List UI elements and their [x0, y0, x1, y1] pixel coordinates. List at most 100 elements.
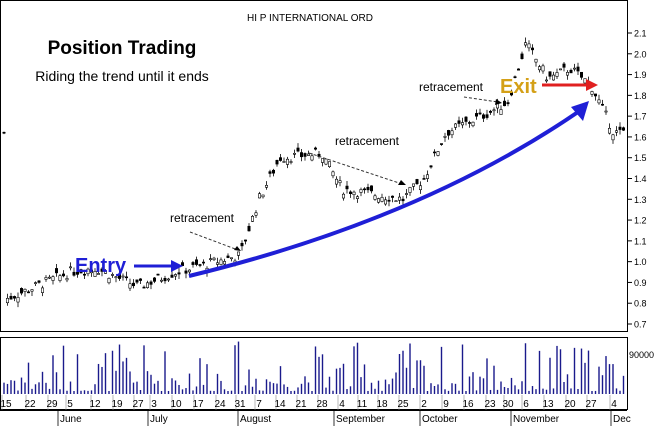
y-tick-label: 0.8: [634, 299, 647, 309]
retracement-annotation-3: retracement: [419, 80, 502, 105]
candle-body: [600, 103, 604, 106]
svg-text:retracement: retracement: [335, 134, 400, 148]
price-panel-frame: [0, 0, 628, 332]
candle-body: [54, 268, 58, 274]
candlestick-series: [2, 37, 625, 308]
candle-body: [90, 269, 94, 274]
candle-body: [83, 273, 87, 276]
candle-body: [523, 42, 527, 46]
candle-body: [548, 71, 552, 77]
chart-title: HI P INTERNATIONAL ORD: [247, 13, 373, 24]
candle-body: [289, 161, 293, 163]
candle-body: [212, 257, 216, 261]
month-label: October: [422, 414, 458, 425]
candle-body: [167, 278, 171, 281]
candle-body: [146, 282, 150, 288]
x-tick-label: 25: [397, 399, 409, 410]
candle-body: [621, 127, 625, 131]
candle-body: [244, 239, 248, 242]
candle-body: [251, 216, 255, 222]
candle-body: [576, 66, 580, 72]
candle-body: [37, 280, 41, 283]
candle-body: [69, 266, 73, 269]
candle-body: [572, 67, 576, 70]
candle-body: [26, 291, 30, 294]
x-tick-label: 20: [564, 399, 576, 410]
y-tick-label: 1.2: [634, 216, 647, 226]
candle-body: [565, 72, 569, 76]
candle-body: [296, 147, 300, 152]
candle-body: [464, 116, 468, 122]
candle-body: [341, 193, 345, 199]
trend-arrow: [188, 101, 589, 278]
candle-body: [555, 72, 559, 77]
candle-body: [13, 296, 17, 299]
candle-body: [310, 155, 314, 161]
candle-body: [604, 110, 608, 113]
candle-body: [443, 136, 447, 138]
candle-body: [460, 122, 464, 126]
candle-body: [453, 123, 457, 128]
candle-body: [65, 278, 69, 281]
candle-body: [527, 43, 531, 49]
y-tick-label: 0.9: [634, 278, 647, 288]
x-tick-label: 10: [170, 399, 182, 410]
x-tick-label: 23: [484, 399, 496, 410]
candle-body: [191, 262, 195, 265]
y-tick-label: 0.7: [634, 320, 647, 330]
candle-body: [268, 171, 272, 174]
x-tick-label: 2: [421, 399, 427, 410]
candle-body: [121, 275, 125, 278]
candle-body: [261, 194, 265, 198]
candle-body: [271, 169, 275, 174]
candle-body: [40, 287, 44, 293]
candle-body: [142, 286, 146, 289]
x-tick-label: 17: [192, 399, 204, 410]
candle-body: [51, 276, 55, 281]
exit-annotation: Exit: [500, 76, 598, 98]
candle-body: [132, 282, 136, 287]
candle-body: [334, 178, 338, 185]
month-label: June: [60, 414, 82, 425]
x-tick-label: 27: [585, 399, 597, 410]
candle-body: [195, 259, 199, 265]
candle-body: [597, 99, 601, 104]
candle-body: [439, 143, 443, 145]
candle-body: [58, 275, 62, 281]
candle-body: [125, 276, 129, 279]
candle-body: [156, 273, 160, 276]
heading: Position Trading: [48, 38, 197, 59]
y-tick-label: 2.0: [634, 49, 647, 59]
candle-body: [128, 283, 132, 289]
candle-body: [230, 257, 234, 260]
x-axis-ticks: 15 22 29 5 12 19 27 3 10 17 24 31 7 14 21 28 4 11 18 25 2 9 16…: [0, 395, 631, 426]
y-tick-label: 1.1: [634, 236, 647, 246]
candle-body: [418, 185, 422, 191]
candle-body: [446, 130, 450, 136]
candle-body: [467, 122, 471, 124]
candle-body: [292, 153, 296, 155]
candle-body: [9, 295, 13, 300]
subheading: Riding the trend until it ends: [35, 68, 209, 84]
candle-body: [387, 199, 391, 202]
candle-body: [299, 152, 303, 158]
candle-body: [355, 196, 359, 199]
candle-body: [558, 68, 562, 71]
x-tick-label: 18: [376, 399, 388, 410]
candle-body: [499, 109, 503, 115]
candle-body: [422, 178, 426, 180]
x-tick-label: 11: [357, 399, 368, 410]
candle-body: [107, 278, 111, 284]
candle-body: [411, 183, 415, 187]
candle-body: [153, 277, 157, 282]
candle-body: [275, 159, 279, 165]
y-tick-label: 1.4: [634, 174, 647, 184]
candle-body: [380, 197, 384, 202]
month-label: July: [150, 414, 168, 425]
candle-body: [33, 282, 37, 284]
candle-body: [394, 200, 398, 203]
candle-body: [72, 271, 76, 276]
candle-body: [502, 100, 506, 107]
candle-body: [404, 193, 408, 195]
candle-body: [76, 271, 80, 275]
